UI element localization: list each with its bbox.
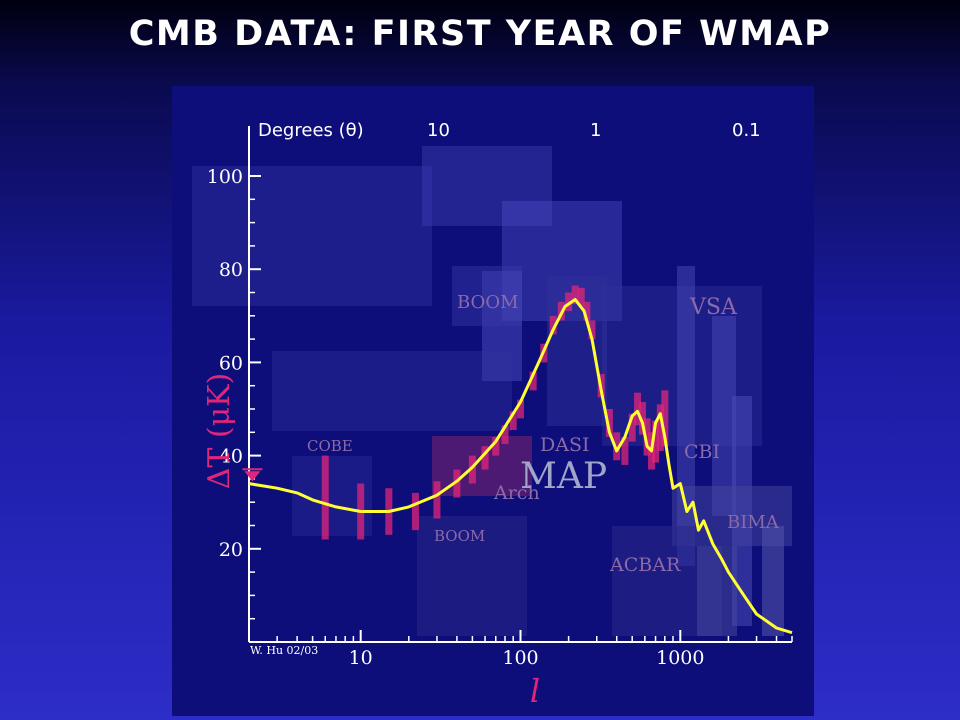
degree-tick-10: 10	[427, 120, 450, 141]
wmap-point-30	[652, 420, 660, 463]
y-axis-title: ΔT (μK)	[202, 373, 237, 490]
wmap-point-27	[638, 402, 646, 435]
background-box-17	[697, 546, 737, 636]
cmb-power-spectrum-chart: BOOM VSA DASI CBI ACBAR BIMA Arch BOOM C…	[172, 86, 814, 716]
x-tick-label-2: 1000	[656, 647, 704, 669]
degree-axis-label: Degrees (θ)	[258, 120, 364, 141]
wmap-point-20	[588, 320, 596, 340]
x-axis-title: l	[530, 672, 540, 710]
experiment-data-boxes	[192, 146, 792, 636]
background-box-16	[762, 526, 784, 636]
wmap-point-24	[621, 436, 629, 465]
experiment-label-cbi: CBI	[684, 441, 720, 463]
wmap-point-10	[509, 411, 517, 430]
y-tick-label-0: 20	[219, 539, 243, 561]
wmap-point-28	[643, 418, 651, 456]
slide-title: CMB DATA: FIRST YEAR OF WMAP	[128, 14, 832, 54]
experiment-label-dasi: DASI	[540, 434, 589, 456]
wmap-data-points	[321, 285, 669, 540]
experiment-label-bima: BIMA	[727, 512, 780, 533]
theory-curve	[248, 298, 793, 635]
wmap-point-17	[571, 285, 579, 305]
wmap-point-9	[501, 425, 509, 444]
wmap-point-7	[481, 446, 489, 470]
wmap-point-0	[321, 455, 329, 540]
wmap-point-6	[468, 455, 476, 484]
background-box-6	[272, 351, 512, 431]
wmap-point-3	[411, 492, 419, 531]
background-box-14	[417, 516, 527, 636]
x-tick-label-0: 10	[349, 647, 373, 669]
wmap-point-14	[549, 315, 557, 335]
y-tick-label-3: 80	[219, 259, 243, 281]
wmap-point-23	[613, 432, 621, 461]
wmap-point-18	[577, 287, 585, 307]
background-box-0	[192, 166, 432, 306]
wmap-point-31	[656, 404, 664, 451]
x-tick-label-1: 100	[502, 647, 538, 669]
degree-tick-0-1: 0.1	[732, 120, 761, 141]
wmap-point-32	[661, 390, 669, 447]
wmap-point-25	[628, 413, 636, 442]
wmap-point-5	[453, 469, 461, 498]
wmap-point-19	[583, 301, 591, 321]
wmap-point-4	[433, 481, 441, 519]
experiment-label-arch: Arch	[493, 482, 540, 504]
y-tick-label-1: 40	[219, 446, 243, 468]
experiment-label-vsa: VSA	[689, 295, 738, 320]
background-box-4	[452, 266, 522, 326]
experiment-label-map: MAP	[520, 456, 607, 497]
y-tick-label-4: 100	[207, 166, 243, 188]
x-axis-ticks: 10 100 1000	[248, 630, 793, 669]
wmap-point-16	[565, 292, 573, 312]
experiment-label-boom: BOOM	[457, 292, 519, 313]
experiment-label-acbar: ACBAR	[609, 554, 681, 576]
y-tick-label-2: 60	[219, 352, 243, 374]
y-axis-ticks: 20 40 60 80 100	[207, 166, 261, 620]
degree-tick-1: 1	[590, 120, 601, 141]
background-box-3	[482, 271, 522, 381]
wmap-point-12	[529, 371, 537, 391]
cobe-marker	[242, 468, 263, 482]
background-box-1	[422, 146, 552, 226]
wmap-point-8	[492, 436, 500, 456]
cobe-marker-arrow	[244, 471, 261, 482]
experiment-label-cobe: COBE	[307, 437, 353, 455]
chart-credit: W. Hu 02/03	[250, 644, 318, 657]
wmap-point-26	[634, 392, 642, 426]
wmap-point-22	[605, 409, 613, 437]
wmap-point-11	[517, 399, 524, 419]
top-degree-axis: Degrees (θ) 10 1 0.1	[258, 120, 761, 141]
experiment-label-boom-lowl: BOOM	[434, 527, 485, 545]
experiment-labels: BOOM VSA DASI CBI ACBAR BIMA Arch BOOM C…	[307, 292, 780, 576]
chart-svg: BOOM VSA DASI CBI ACBAR BIMA Arch BOOM C…	[192, 120, 793, 710]
